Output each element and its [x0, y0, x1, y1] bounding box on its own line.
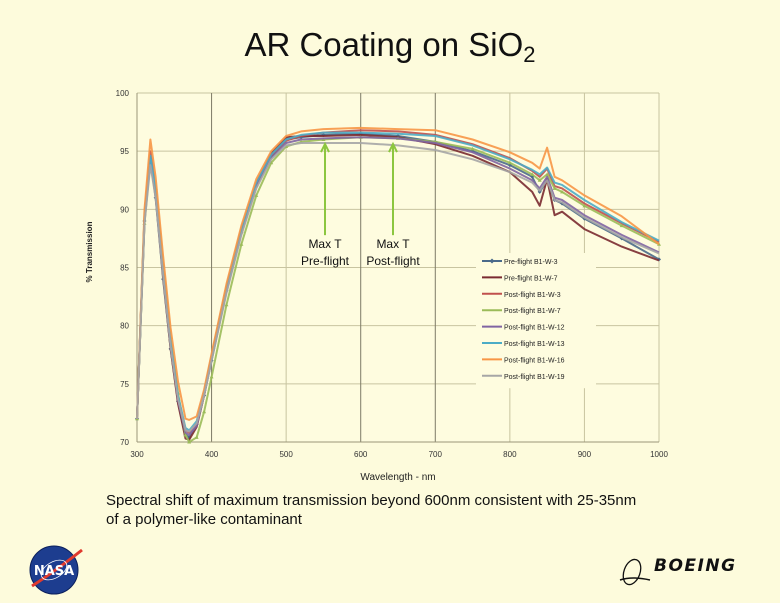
- nasa-logo: NASA: [24, 538, 88, 598]
- data-point: [187, 440, 192, 444]
- legend-label: Post-flight B1-W-12: [504, 325, 565, 332]
- series-line-7: [136, 126, 660, 421]
- legend-label: Pre-flight B1-W-3: [504, 259, 558, 266]
- title-subscript: 2: [523, 42, 536, 67]
- data-point: [582, 203, 587, 208]
- data-point: [545, 172, 550, 176]
- data-point: [537, 178, 542, 182]
- x-axis-label: Wavelength - nm: [360, 472, 435, 483]
- y-tick-label: 95: [120, 147, 129, 156]
- data-point: [209, 374, 214, 379]
- x-tick-label: 700: [429, 450, 443, 459]
- caption-line-2: of a polymer-like contaminant: [106, 511, 302, 528]
- data-point: [224, 302, 229, 307]
- caption-line-1: Spectral shift of maximum transmission b…: [106, 492, 637, 509]
- legend-label: Post-flight B1-W-13: [504, 341, 565, 348]
- x-tick-label: 900: [578, 450, 592, 459]
- data-point: [560, 189, 565, 194]
- annotation-label-line1: Max T: [376, 237, 410, 251]
- data-point: [269, 160, 274, 165]
- annotation-arrowhead-2: [388, 141, 398, 153]
- y-tick-label: 85: [120, 264, 129, 273]
- data-point: [194, 435, 199, 439]
- data-point: [470, 146, 475, 151]
- data-point: [530, 172, 535, 176]
- nasa-logo-text: NASA: [34, 564, 74, 579]
- annotation-label-line2: Post-flight: [366, 254, 420, 268]
- boeing-logo: BOEING: [614, 550, 764, 590]
- title-main-text: AR Coating on SiO: [244, 26, 524, 63]
- data-point: [507, 160, 512, 165]
- annotation-label-line1: Max T: [308, 237, 342, 251]
- annotations: Max T Pre-flight Max T Post-flight: [301, 141, 420, 268]
- data-point: [202, 409, 207, 414]
- data-point: [552, 186, 557, 190]
- legend-label: Pre-flight B1-W-7: [504, 275, 558, 282]
- slide-caption: Spectral shift of maximum transmission b…: [106, 491, 706, 529]
- data-point: [183, 433, 188, 437]
- series-line-8: [136, 142, 660, 433]
- legend-box: [476, 253, 596, 389]
- annotation-arrowhead-1: [320, 141, 330, 153]
- y-tick-label: 90: [120, 205, 129, 214]
- data-point: [254, 193, 259, 197]
- y-tick-label: 75: [120, 380, 129, 389]
- data-point: [619, 223, 624, 228]
- y-tick-label: 70: [120, 438, 129, 447]
- x-tick-label: 300: [130, 450, 144, 459]
- x-tick-label: 500: [279, 450, 293, 459]
- y-tick-label: 80: [120, 322, 129, 331]
- legend-label: Post-flight B1-W-16: [504, 357, 565, 364]
- x-tick-label: 600: [354, 450, 368, 459]
- y-tick-label: 100: [116, 89, 130, 98]
- legend-marker: [489, 258, 495, 264]
- y-axis-label: % Transmission: [85, 221, 94, 282]
- x-tick-label: 400: [205, 450, 219, 459]
- legend-label: Post-flight B1-W-7: [504, 308, 561, 315]
- series-group: [135, 126, 661, 444]
- legend-label: Post-flight B1-W-3: [504, 292, 561, 299]
- boeing-totem-icon: [619, 558, 651, 586]
- legend: Pre-flight B1-W-3 Pre-flight B1-W-7 Post-f…: [476, 253, 596, 389]
- boeing-logo-text: BOEING: [654, 556, 737, 576]
- nasa-meatball-icon: NASA: [29, 545, 83, 595]
- legend-label: Post-flight B1-W-19: [504, 374, 565, 381]
- slide-title: AR Coating on SiO2: [0, 26, 780, 68]
- annotation-label-line2: Pre-flight: [301, 254, 350, 268]
- x-tick-label: 1000: [650, 450, 668, 459]
- x-tick-label: 800: [503, 450, 517, 459]
- axes: 70 75 80 85 90 95 100 300 400 500 600 700 800 900 1000: [116, 89, 669, 459]
- data-point: [239, 242, 244, 246]
